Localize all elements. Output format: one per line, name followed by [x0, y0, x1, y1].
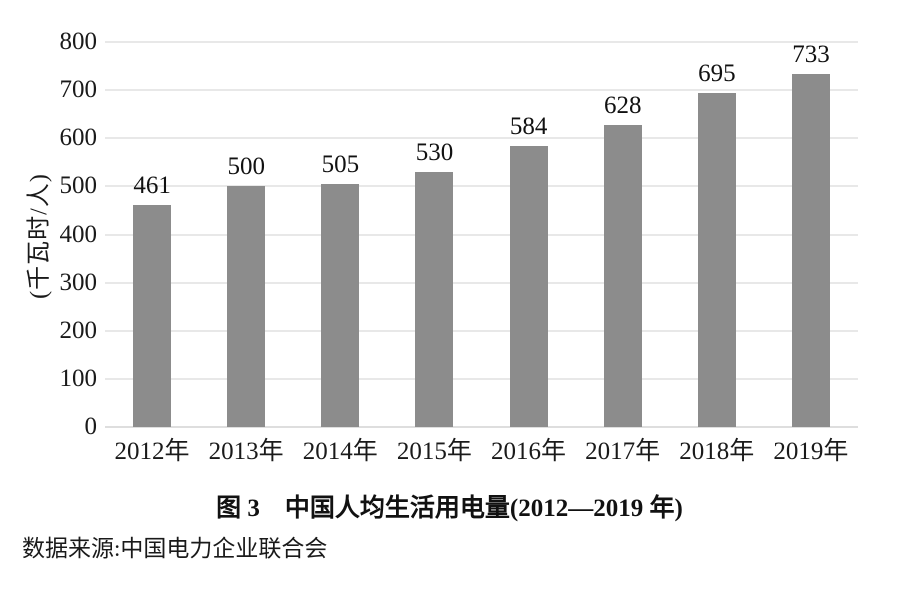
value-label-2016年: 584: [509, 112, 548, 140]
y-tick-600: 600: [59, 124, 98, 152]
bar-2018年: [697, 92, 736, 427]
value-label-2015年: 530: [415, 138, 454, 166]
bar-2012年: [133, 205, 172, 427]
figure-caption: 图 3 中国人均生活用电量(2012—2019 年): [216, 495, 683, 522]
x-tick-2013年: 2013年: [208, 438, 284, 465]
bar-2019年: [791, 74, 830, 427]
x-tick-2015年: 2015年: [396, 438, 472, 465]
x-tick-2017年: 2017年: [585, 438, 661, 465]
y-tick-0: 0: [84, 413, 98, 440]
gridline-600: [105, 137, 858, 140]
bar-2015年: [415, 171, 454, 427]
gridline-700: [105, 89, 858, 92]
y-tick-800: 800: [59, 28, 98, 55]
y-tick-100: 100: [59, 364, 98, 392]
y-axis-tick-labels: 0 100 200 300 400 500 600 700 800: [0, 28, 98, 440]
y-tick-300: 300: [59, 268, 98, 296]
bar-2017年: [603, 124, 642, 427]
gridline-500: [105, 185, 858, 188]
y-tick-400: 400: [59, 220, 98, 248]
gridline-200: [105, 329, 858, 332]
data-source: 数据来源:中国电力企业联合会: [22, 536, 328, 561]
value-label-2014年: 505: [321, 150, 360, 178]
bar-2014年: [321, 183, 360, 427]
value-label-2013年: 500: [227, 153, 265, 181]
value-label-2018年: 695: [698, 59, 736, 87]
gridline-300: [105, 281, 858, 284]
y-tick-200: 200: [59, 316, 98, 344]
gridline-0: [105, 426, 858, 428]
x-axis-tick-labels: 2012年 2013年 2014年 2015年 2016年 2017年 2018年 2019年: [105, 437, 858, 471]
x-tick-2018年: 2018年: [679, 438, 755, 465]
gridline-800: [105, 41, 858, 43]
x-tick-2019年: 2019年: [773, 438, 849, 465]
value-label-2012年: 461: [133, 172, 171, 200]
x-tick-2014年: 2014年: [302, 438, 378, 465]
x-tick-2016年: 2016年: [491, 438, 567, 465]
gridline-100: [105, 377, 858, 380]
bar-2016年: [509, 145, 548, 427]
value-label-2019年: 733: [792, 41, 830, 69]
x-tick-2012年: 2012年: [114, 438, 190, 465]
bar-2013年: [227, 186, 266, 427]
plot-area: 461 500 505 530 584 628 695 733: [105, 41, 858, 428]
bar-series: 461 500 505 530 584 628 695 733: [105, 41, 858, 427]
y-tick-700: 700: [59, 76, 98, 104]
gridline-400: [105, 233, 858, 236]
value-label-2017年: 628: [603, 91, 642, 119]
y-tick-500: 500: [59, 172, 98, 200]
